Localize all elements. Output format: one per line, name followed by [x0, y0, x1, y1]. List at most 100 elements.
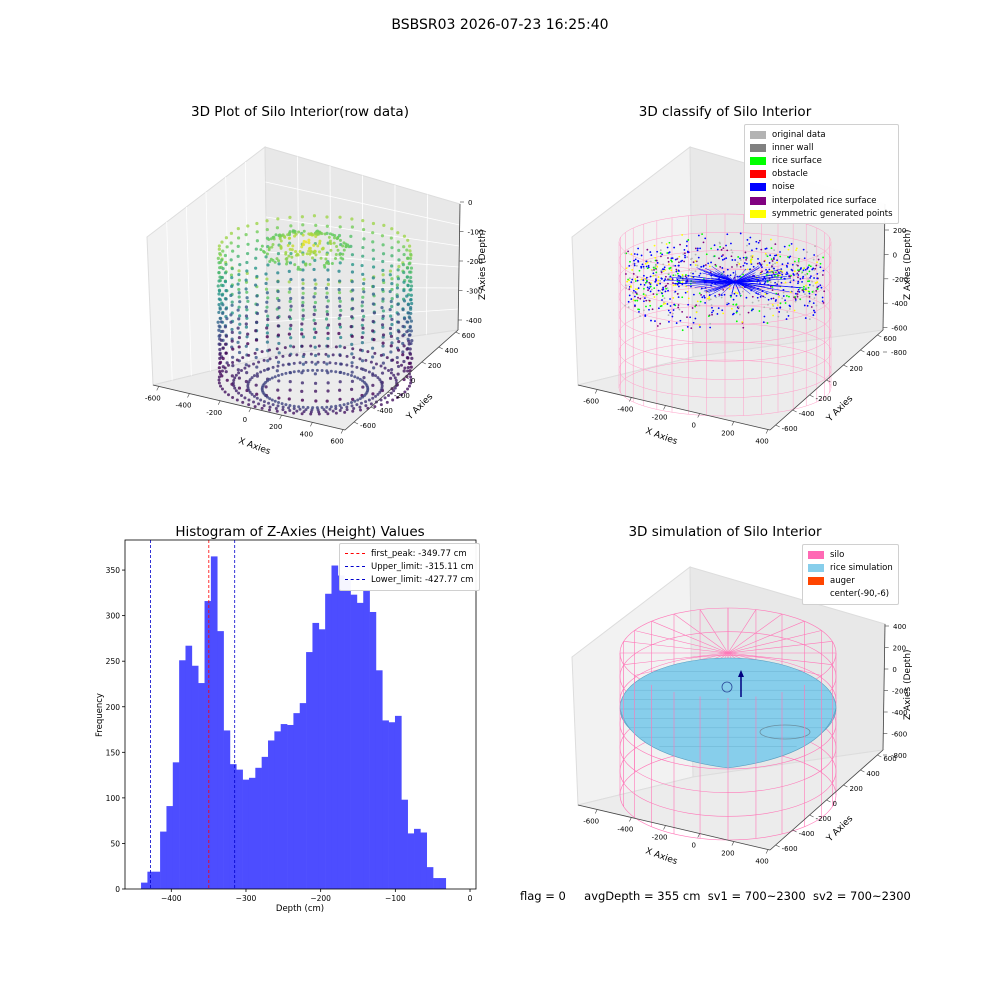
legend-label: silo: [830, 549, 845, 560]
panel2-xlabel: X Axies: [644, 426, 679, 447]
histogram-bar: [420, 832, 428, 889]
legend-label: Lower_limit: -427.77 cm: [371, 574, 474, 585]
y-tick-label: 200: [428, 362, 441, 370]
y-tick-label: -200: [394, 392, 410, 400]
x-tick-label: 400: [755, 438, 768, 446]
legend-swatch: [750, 209, 766, 218]
y-tick-label: 0: [833, 380, 837, 388]
legend-label: obstacle: [772, 169, 808, 180]
legend-item: Lower_limit: -427.77 cm: [345, 573, 474, 586]
legend-label: original data: [772, 129, 826, 140]
legend-label: symmetric generated points: [772, 208, 893, 219]
x-tick-label: 0: [468, 894, 473, 903]
z-tick-label: -200: [892, 688, 908, 696]
status-sv1: sv1 = 700~2300: [707, 889, 806, 903]
histogram-bar: [306, 652, 313, 889]
panel3-title: Histogram of Z-Axies (Height) Values: [175, 524, 425, 540]
legend-label: inner wall: [772, 142, 814, 153]
legend-line-swatch: [345, 579, 365, 581]
y-tick-label: -400: [799, 830, 815, 838]
x-tick-label: 400: [755, 858, 768, 866]
legend-swatch: [750, 196, 766, 205]
y-tick-label: 350: [106, 566, 121, 575]
histogram-bar: [198, 683, 205, 889]
y-tick-label: -200: [816, 395, 832, 403]
panel4-xlabel: X Axies: [644, 846, 679, 867]
y-tick-label: 100: [106, 794, 121, 803]
panel1-zlabel: Z Axies (Depth): [478, 229, 488, 300]
histogram-bar: [337, 575, 345, 889]
legend-swatch: [808, 576, 824, 585]
legend-swatch: [750, 130, 766, 139]
panel1-xlabel: X Axies: [237, 436, 272, 457]
histogram-bar: [274, 731, 282, 889]
z-tick-label: -800: [891, 752, 907, 760]
x-tick-label: 200: [721, 430, 734, 438]
histogram-bar: [204, 601, 212, 889]
status-sv2: sv2 = 700~2300: [812, 889, 911, 903]
x-tick-label: −400: [161, 894, 182, 903]
z-tick-label: 0: [468, 199, 472, 207]
legend-item: center(-90,-6): [808, 588, 893, 601]
histogram-bar: [356, 602, 364, 889]
histogram-bar: [141, 882, 148, 889]
legend-swatch: [808, 590, 824, 599]
histogram-bar: [414, 828, 421, 889]
legend-label: Upper_limit: -315.11 cm: [371, 561, 474, 572]
histogram-bar: [280, 724, 288, 889]
histogram-bar: [325, 593, 332, 889]
status-line: flag = 0 avgDepth = 355 cm sv1 = 700~230…: [520, 889, 911, 903]
x-tick-label: −300: [236, 894, 257, 903]
x-tick-label: -400: [617, 826, 633, 834]
y-tick-label: -400: [377, 407, 393, 415]
legend-line-swatch: [345, 553, 365, 555]
z-tick-label: -200: [467, 258, 483, 266]
legend-swatch: [808, 550, 824, 559]
histogram-bar: [426, 867, 434, 889]
x-tick-label: -200: [652, 834, 668, 842]
status-flag: flag = 0: [520, 889, 566, 903]
x-tick-label: -200: [652, 414, 668, 422]
y-tick-label: -200: [816, 815, 832, 823]
x-tick-label: 400: [300, 430, 313, 438]
histogram-bar: [153, 871, 161, 889]
histogram-bar: [185, 645, 193, 889]
legend-item: rice simulation: [808, 561, 893, 574]
x-tick-label: −200: [310, 894, 331, 903]
y-tick-label: 300: [106, 612, 121, 621]
legend-item: Upper_limit: -315.11 cm: [345, 560, 474, 573]
y-tick-label: 150: [106, 748, 121, 757]
histogram-ylabel: Frequency: [95, 693, 105, 737]
x-tick-label: -400: [617, 406, 633, 414]
histogram-bar: [318, 629, 326, 889]
legend-swatch: [750, 156, 766, 165]
y-tick-label: 200: [106, 703, 121, 712]
legend-swatch: [750, 143, 766, 152]
x-tick-label: -400: [176, 402, 192, 410]
z-tick-label: -400: [466, 317, 482, 325]
z-tick-label: -400: [892, 300, 908, 308]
legend-swatch: [750, 183, 766, 192]
y-tick-label: 400: [866, 350, 879, 358]
z-tick-label: -200: [892, 276, 908, 284]
histogram-bar: [407, 833, 415, 889]
x-tick-label: 200: [269, 423, 282, 431]
legend-swatch: [750, 170, 766, 179]
y-tick-label: -600: [782, 425, 798, 433]
y-tick-label: 400: [445, 347, 458, 355]
histogram-bar: [255, 767, 262, 889]
histogram-bar: [179, 660, 186, 889]
panel2-title: 3D classify of Silo Interior: [638, 104, 812, 120]
z-tick-label: -100: [468, 229, 484, 237]
histogram-bar: [369, 611, 377, 889]
y-tick-label: 0: [411, 377, 415, 385]
legend-swatch: [808, 563, 824, 572]
legend-label: auger: [830, 575, 855, 586]
y-tick-label: -600: [782, 845, 798, 853]
histogram-bar: [433, 878, 440, 889]
y-tick-label: 600: [462, 332, 475, 340]
histogram-bar: [236, 769, 243, 889]
legend-item: interpolated rice surface: [750, 194, 893, 207]
